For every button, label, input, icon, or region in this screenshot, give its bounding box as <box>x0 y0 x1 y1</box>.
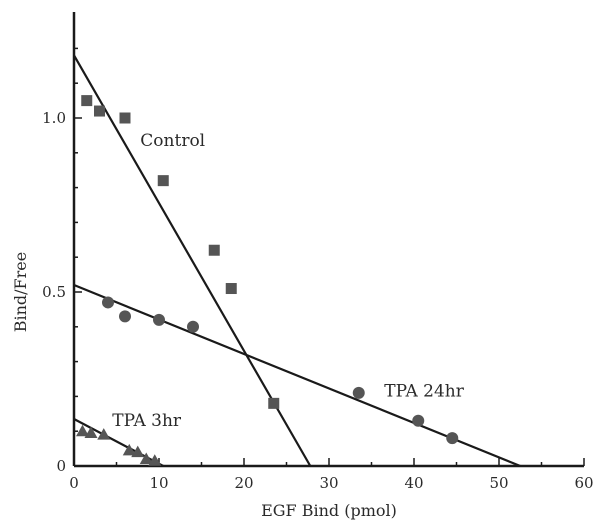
series-labels: Control TPA 24hr TPA 3hr <box>112 131 464 431</box>
x-tick-label: 0 <box>69 474 79 492</box>
data-point-tpa-3hr <box>139 452 153 465</box>
series-label-tpa-24hr: TPA 24hr <box>384 381 464 401</box>
y-tick-label: 1.0 <box>42 109 66 127</box>
y-axis-title: Bind/Free <box>11 252 30 333</box>
data-point-tpa-24hr <box>119 310 131 323</box>
fit-line-tpa-24hr <box>73 284 521 468</box>
data-point-tpa-3hr <box>84 426 98 438</box>
x-tick-label: 10 <box>149 474 168 492</box>
data-point-control <box>208 244 220 256</box>
x-tick-label: 40 <box>404 474 423 492</box>
ticks: 0 10 20 30 40 50 60 0 0.5 1.0 <box>42 47 594 492</box>
data-point-tpa-24hr <box>446 432 459 445</box>
data-point-control <box>94 105 105 117</box>
y-tick-label: 0.5 <box>42 283 66 301</box>
data-point-control <box>157 175 169 187</box>
data-point-control <box>119 112 131 124</box>
x-tick-label: 50 <box>489 474 508 492</box>
y-tick-label: 0 <box>56 457 66 475</box>
data-point-tpa-3hr <box>131 445 145 458</box>
x-tick-label: 30 <box>319 474 338 492</box>
data-point-tpa-24hr <box>187 320 199 333</box>
data-point-tpa-24hr <box>102 296 114 309</box>
data-point-control <box>81 95 93 107</box>
data-point-tpa-3hr <box>122 443 136 456</box>
data-point-tpa-24hr <box>412 414 425 427</box>
data-point-tpa-3hr <box>148 454 162 466</box>
data-markers <box>76 95 459 466</box>
axes <box>72 12 584 468</box>
x-tick-label: 20 <box>234 474 253 492</box>
data-point-tpa-24hr <box>352 386 365 399</box>
series-label-tpa-3hr: TPA 3hr <box>112 411 182 431</box>
data-point-tpa-24hr <box>153 313 165 326</box>
fit-line-control <box>73 54 312 467</box>
x-axis-title: EGF Bind (pmol) <box>261 501 397 520</box>
data-point-tpa-3hr <box>76 424 89 437</box>
data-point-tpa-3hr <box>97 428 111 440</box>
x-tick-label: 60 <box>574 474 593 492</box>
series-label-control: Control <box>140 131 205 151</box>
data-point-control <box>225 283 237 295</box>
fit-lines <box>73 54 521 468</box>
data-point-control <box>268 397 280 409</box>
